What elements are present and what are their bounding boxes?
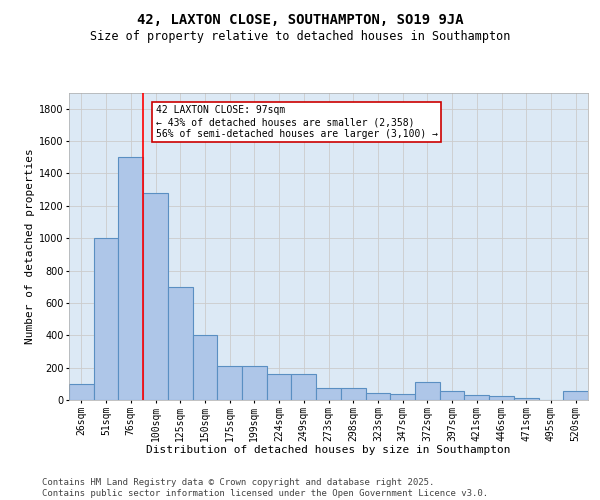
Text: 42, LAXTON CLOSE, SOUTHAMPTON, SO19 9JA: 42, LAXTON CLOSE, SOUTHAMPTON, SO19 9JA bbox=[137, 12, 463, 26]
Bar bbox=[514, 398, 539, 400]
Y-axis label: Number of detached properties: Number of detached properties bbox=[25, 148, 35, 344]
Text: Size of property relative to detached houses in Southampton: Size of property relative to detached ho… bbox=[90, 30, 510, 43]
Bar bbox=[390, 394, 415, 400]
Bar bbox=[292, 374, 316, 400]
Bar bbox=[94, 238, 118, 400]
Bar bbox=[267, 374, 292, 400]
Bar bbox=[464, 395, 489, 400]
Bar bbox=[118, 157, 143, 400]
Bar bbox=[143, 193, 168, 400]
X-axis label: Distribution of detached houses by size in Southampton: Distribution of detached houses by size … bbox=[146, 445, 511, 455]
Bar bbox=[489, 396, 514, 400]
Text: Contains HM Land Registry data © Crown copyright and database right 2025.
Contai: Contains HM Land Registry data © Crown c… bbox=[42, 478, 488, 498]
Bar bbox=[242, 366, 267, 400]
Bar bbox=[365, 392, 390, 400]
Bar bbox=[563, 391, 588, 400]
Bar bbox=[415, 382, 440, 400]
Bar bbox=[217, 366, 242, 400]
Bar bbox=[193, 336, 217, 400]
Text: 42 LAXTON CLOSE: 97sqm
← 43% of detached houses are smaller (2,358)
56% of semi-: 42 LAXTON CLOSE: 97sqm ← 43% of detached… bbox=[155, 106, 437, 138]
Bar bbox=[440, 391, 464, 400]
Bar bbox=[341, 388, 365, 400]
Bar bbox=[316, 388, 341, 400]
Bar bbox=[168, 286, 193, 400]
Bar bbox=[69, 384, 94, 400]
